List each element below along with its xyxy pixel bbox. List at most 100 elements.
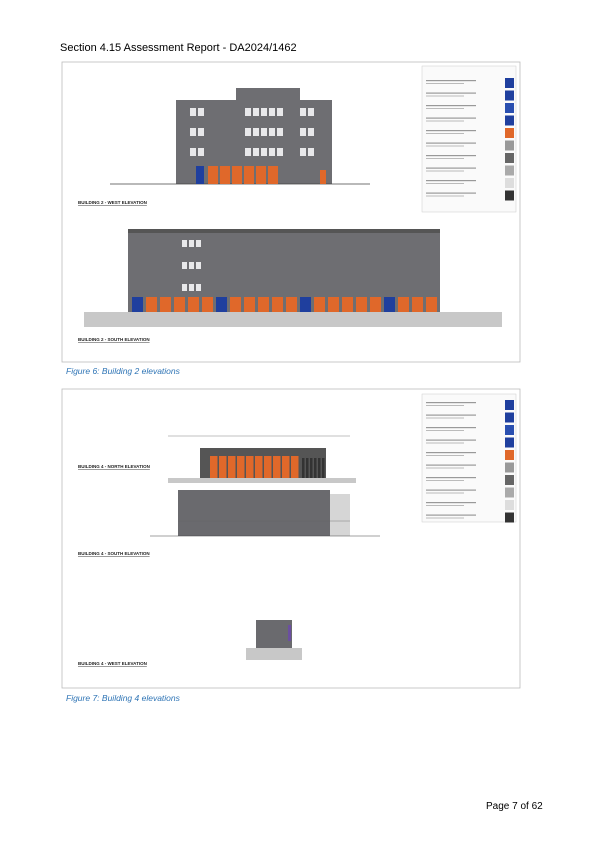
building-parapet <box>128 229 440 233</box>
legend-text-line <box>426 480 464 481</box>
window <box>261 128 267 136</box>
window <box>189 240 194 247</box>
window <box>300 128 306 136</box>
legend-text-line <box>426 133 464 134</box>
legend-text-line <box>426 142 476 144</box>
building-annex <box>330 494 350 536</box>
door <box>258 297 269 312</box>
legend-text-line <box>426 155 476 157</box>
page-number: Page 7 of 62 <box>486 801 543 812</box>
legend-text-line <box>426 514 476 516</box>
door <box>273 456 281 478</box>
door <box>230 297 241 312</box>
window <box>182 262 187 269</box>
legend-text-line <box>426 402 476 404</box>
window <box>308 148 314 156</box>
legend-text-line <box>426 439 476 441</box>
drawing-label: BUILDING 2 - WEST ELEVATION <box>78 200 147 205</box>
legend-swatch <box>505 475 514 485</box>
legend-swatch <box>505 78 514 88</box>
legend-text-line <box>426 192 476 194</box>
window <box>190 148 196 156</box>
window <box>253 108 259 116</box>
legend-text-line <box>426 414 476 416</box>
door <box>412 297 423 312</box>
legend-text-line <box>426 105 476 107</box>
door <box>244 166 254 184</box>
window <box>300 108 306 116</box>
window <box>198 108 204 116</box>
window <box>245 148 251 156</box>
louvre <box>306 458 309 478</box>
legend-swatch <box>505 178 514 188</box>
legend-text-line <box>426 455 464 456</box>
door <box>220 166 230 184</box>
legend-text-line <box>426 464 476 466</box>
legend-text-line <box>426 492 464 494</box>
window <box>277 148 283 156</box>
legend-text-line <box>426 502 476 504</box>
window <box>245 128 251 136</box>
door <box>244 297 255 312</box>
legend-swatch <box>505 487 514 498</box>
window <box>196 240 201 247</box>
legend-swatch <box>505 103 514 113</box>
drawing-label: BUILDING 2 - SOUTH ELEVATION <box>78 337 150 342</box>
legend-text-line <box>426 130 476 132</box>
window <box>196 262 201 269</box>
window <box>261 148 267 156</box>
legend-swatch <box>505 90 514 101</box>
door <box>300 297 311 312</box>
drawing-label: BUILDING 4 - WEST ELEVATION <box>78 661 147 666</box>
legend-text-line <box>426 417 464 419</box>
legend-text-line <box>426 405 464 406</box>
legend-text-line <box>426 92 476 94</box>
legend-swatch <box>505 165 514 176</box>
door <box>370 297 381 312</box>
legend-text-line <box>426 108 464 109</box>
window <box>253 128 259 136</box>
legend-text-line <box>426 180 476 182</box>
legend-swatch <box>505 140 514 151</box>
door <box>132 297 143 312</box>
legend-swatch <box>505 462 514 473</box>
legend-swatch <box>505 190 514 201</box>
door <box>264 456 272 478</box>
legend-text-line <box>426 183 464 184</box>
window <box>269 108 275 116</box>
legend-text-line <box>426 442 464 444</box>
building-body <box>256 620 292 648</box>
window <box>198 148 204 156</box>
window <box>189 262 194 269</box>
door <box>384 297 395 312</box>
legend-swatch <box>505 153 514 163</box>
page-title: Section 4.15 Assessment Report - DA2024/… <box>60 42 297 54</box>
door <box>232 166 242 184</box>
legend-text-line <box>426 95 464 97</box>
door <box>426 297 437 312</box>
door <box>328 297 339 312</box>
legend-panel <box>421 65 517 213</box>
door <box>291 456 299 478</box>
door <box>286 297 297 312</box>
legend-text-line <box>426 477 476 479</box>
louvre <box>322 458 325 478</box>
window <box>190 108 196 116</box>
figure-drawing: BUILDING 4 - NORTH ELEVATION BUILDING 4 … <box>61 388 521 689</box>
door <box>219 456 227 478</box>
door <box>237 456 245 478</box>
legend-text-line <box>426 427 476 429</box>
legend-text-line <box>426 80 476 82</box>
legend-text-line <box>426 158 464 159</box>
door <box>288 625 291 641</box>
window <box>198 128 204 136</box>
door <box>210 456 218 478</box>
door <box>174 297 185 312</box>
legend-text-line <box>426 489 476 491</box>
window <box>182 284 187 291</box>
door <box>146 297 157 312</box>
window <box>253 148 259 156</box>
door <box>342 297 353 312</box>
door <box>202 297 213 312</box>
